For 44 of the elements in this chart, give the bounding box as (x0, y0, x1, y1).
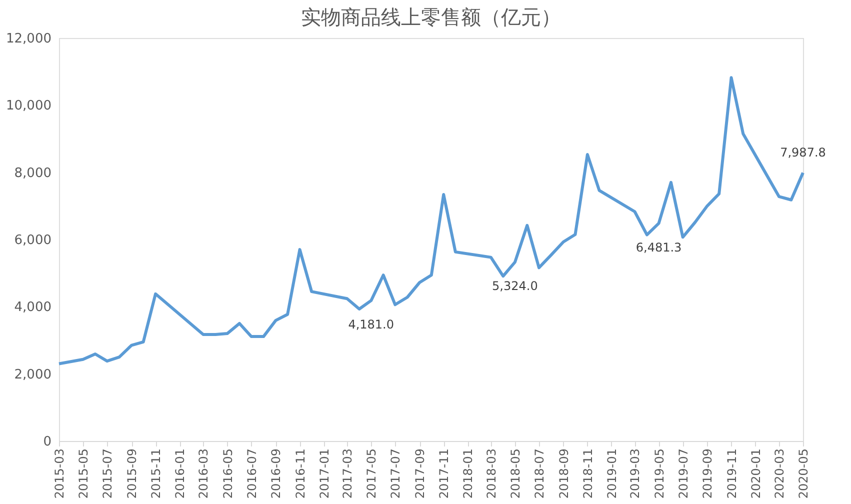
x-tick-label: 2019-03 (628, 448, 642, 499)
y-tick-label: 6,000 (14, 233, 52, 248)
x-tick-label: 2016-01 (173, 448, 188, 499)
x-tick-label: 2019-07 (676, 448, 690, 499)
x-tick-label: 2020-01 (748, 448, 763, 499)
x-tick-label: 2019-01 (604, 448, 619, 499)
x-tick-label: 2017-07 (388, 448, 403, 499)
x-tick-label: 2016-05 (220, 448, 235, 499)
x-tick-label: 2016-07 (244, 448, 259, 499)
y-tick-label: 12,000 (6, 32, 52, 46)
x-tick-label: 2017-05 (364, 448, 379, 499)
y-tick-label: 4,000 (14, 300, 52, 316)
x-tick-label: 2016-11 (293, 448, 308, 499)
x-tick-label: 2018-01 (461, 448, 476, 499)
x-tick-label: 2018-03 (484, 448, 498, 499)
x-tick-label: 2017-01 (317, 448, 332, 499)
x-tick-label: 2018-11 (580, 448, 595, 499)
x-tick-label: 2015-09 (125, 448, 140, 499)
x-tick-label: 2016-03 (196, 448, 211, 499)
x-tick-label: 2019-11 (724, 448, 739, 499)
y-tick-label: 8,000 (14, 166, 52, 181)
chart-title: 实物商品线上零售额（亿元） (301, 5, 561, 29)
y-tick-label: 2,000 (14, 367, 52, 382)
x-tick-label: 2019-05 (652, 448, 666, 499)
x-tick-label: 2020-03 (772, 448, 786, 499)
x-tick-label: 2017-09 (413, 448, 428, 499)
x-tick-label: 2020-05 (796, 448, 810, 499)
x-tick-label: 2016-09 (269, 448, 284, 499)
annotation: 4,181.0 (348, 318, 394, 332)
y-tick-label: 10,000 (6, 98, 52, 114)
x-tick-label: 2015-11 (149, 448, 164, 499)
annotation: 6,481.3 (636, 240, 682, 254)
x-tick-label: 2015-03 (52, 448, 66, 499)
x-tick-label: 2017-11 (437, 448, 452, 499)
annotation: 7,987.8 (780, 146, 826, 160)
x-tick-label: 2015-05 (76, 448, 91, 499)
x-tick-label: 2017-03 (340, 448, 355, 499)
x-tick-label: 2018-05 (508, 448, 522, 499)
x-tick-label: 2018-09 (556, 448, 571, 499)
x-tick-label: 2019-09 (700, 448, 715, 499)
annotation: 5,324.0 (492, 279, 538, 294)
x-tick-label: 2015-07 (100, 448, 115, 499)
x-tick-label: 2018-07 (532, 448, 546, 499)
y-tick-label: 0 (43, 434, 52, 450)
